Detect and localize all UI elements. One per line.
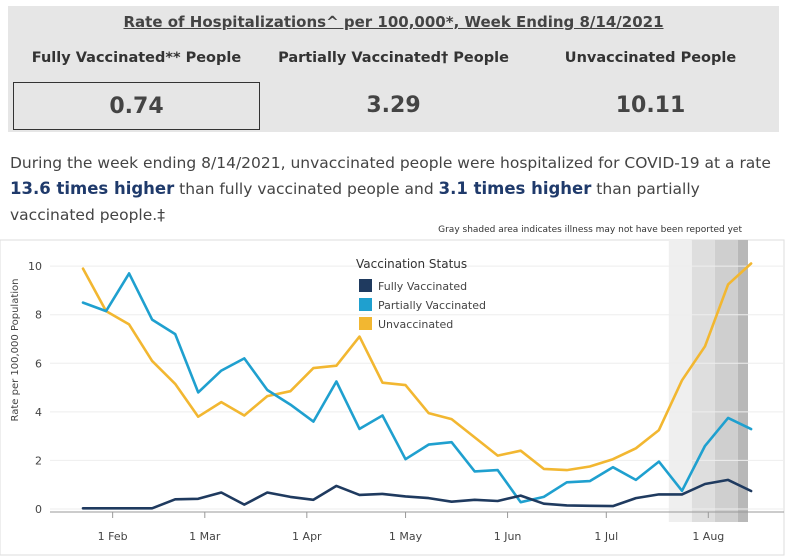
y-axis-label: Rate per 100,000 Population bbox=[10, 279, 21, 422]
shaded-band-2 bbox=[714, 240, 738, 522]
legend-swatch-unvaccinated bbox=[359, 317, 372, 330]
x-tick-label: 1 Aug bbox=[692, 530, 724, 543]
series-line-fully-vaccinated bbox=[81, 478, 753, 510]
x-tick-label: 1 Jul bbox=[594, 530, 618, 543]
legend-swatch-partially-vaccinated bbox=[359, 298, 372, 311]
shaded-band-1 bbox=[691, 240, 715, 522]
summary-title: Rate of Hospitalizations^ per 100,000*, … bbox=[123, 13, 664, 31]
sentence-emphasis-1: 13.6 times higher bbox=[10, 179, 175, 198]
shaded-band-3 bbox=[737, 240, 748, 522]
unvaccinated-label: Unvaccinated People bbox=[564, 50, 737, 66]
y-tick-label: 10 bbox=[28, 260, 42, 273]
legend-swatch-fully-vaccinated bbox=[359, 279, 372, 292]
series-line-unvaccinated bbox=[81, 262, 753, 472]
partially-vaccinated-label: Partially Vaccinated† People bbox=[278, 50, 509, 66]
hospitalization-line-chart: 0 2 4 6 8 10 1 Feb 1 Mar 1 Apr 1 May 1 Jun 1 Jul 1 A… bbox=[0, 225, 785, 556]
legend: Vaccination Status Fully Vaccinated Parti… bbox=[356, 257, 486, 331]
legend-title: Vaccination Status bbox=[356, 257, 467, 271]
x-tick-label: 1 Jun bbox=[494, 530, 522, 543]
x-tick-label: 1 Mar bbox=[189, 530, 221, 543]
sentence-emphasis-2: 3.1 times higher bbox=[438, 179, 592, 198]
shaded-area-note: Gray shaded area indicates illness may n… bbox=[438, 225, 742, 235]
x-tick-label: 1 Feb bbox=[98, 530, 128, 543]
summary-panel: Rate of Hospitalizations^ per 100,000*, … bbox=[8, 6, 779, 132]
y-tick-label: 6 bbox=[35, 357, 42, 370]
sentence-part-2: than fully vaccinated people and bbox=[174, 180, 439, 198]
sentence-part-1: During the week ending 8/14/2021, unvacc… bbox=[10, 154, 771, 172]
x-tick-label: 1 Apr bbox=[292, 530, 322, 543]
legend-label-partially-vaccinated: Partially Vaccinated bbox=[378, 299, 486, 312]
comparison-sentence: During the week ending 8/14/2021, unvacc… bbox=[10, 150, 785, 228]
partially-vaccinated-value: 3.29 bbox=[366, 93, 421, 118]
sentence-part-3: than partially vaccinated people.‡ bbox=[10, 180, 700, 224]
legend-label-fully-vaccinated: Fully Vaccinated bbox=[378, 280, 467, 293]
legend-label-unvaccinated: Unvaccinated bbox=[378, 318, 453, 331]
y-tick-label: 4 bbox=[35, 406, 42, 419]
y-tick-label: 2 bbox=[35, 454, 42, 467]
y-tick-label: 0 bbox=[35, 503, 42, 516]
fully-vaccinated-value: 0.74 bbox=[13, 82, 260, 130]
chart-border bbox=[0, 239, 785, 556]
x-tick-label: 1 May bbox=[389, 530, 423, 543]
y-tick-label: 8 bbox=[35, 309, 42, 322]
fully-vaccinated-label: Fully Vaccinated** People bbox=[31, 50, 242, 66]
unvaccinated-value: 10.11 bbox=[615, 93, 686, 118]
series-line-partially-vaccinated bbox=[81, 272, 753, 504]
